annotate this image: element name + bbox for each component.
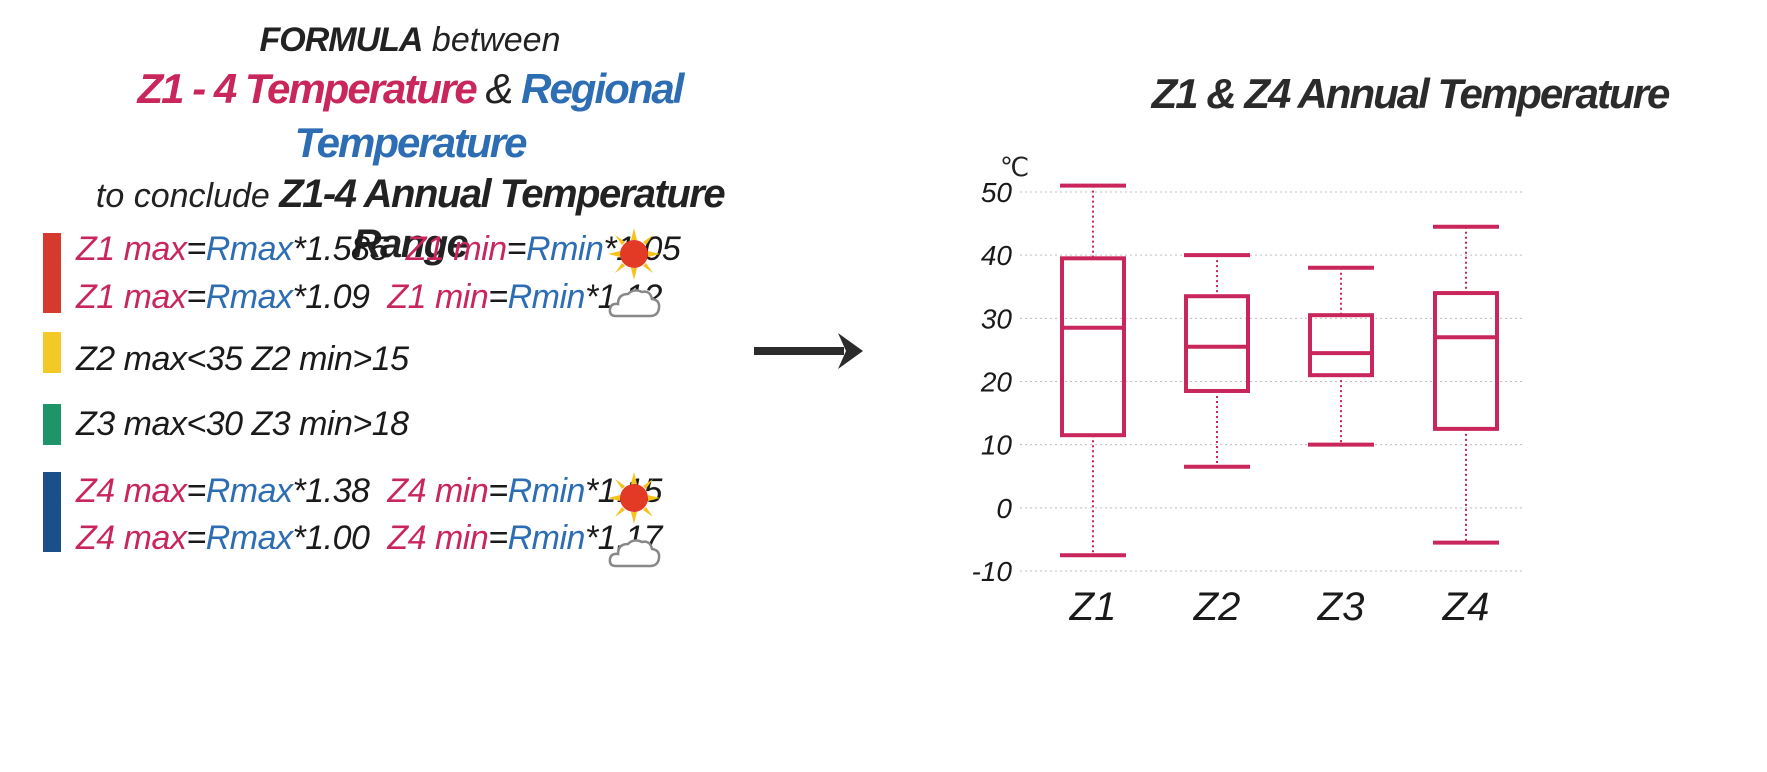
z3-formula: Z3 max<30 Z3 min>18 bbox=[76, 405, 409, 443]
z3-color-bar bbox=[43, 404, 61, 445]
y-tick-label: 30 bbox=[981, 303, 1013, 334]
x-tick-label: Z4 bbox=[1442, 585, 1490, 629]
title-line-3: to conclude Z1-4 Annual Temperature Rang… bbox=[95, 172, 726, 266]
cloud-icon bbox=[608, 289, 661, 318]
sun-icon bbox=[608, 472, 660, 524]
z1-formula-row-2: Z1 max=Rmax*1.09 Z1 min=Rmin*1.12 bbox=[76, 278, 662, 316]
title-line-1: FORMULA between bbox=[259, 21, 561, 59]
y-tick-label: 20 bbox=[980, 367, 1013, 398]
chart-title: Z1 & Z4 Annual Temperature bbox=[1151, 70, 1671, 117]
z4-formula-row-2: Z4 max=Rmax*1.00 Z4 min=Rmin*1.17 bbox=[76, 519, 662, 557]
y-tick-label: 40 bbox=[981, 240, 1013, 271]
x-tick-label: Z3 bbox=[1317, 585, 1365, 629]
arrow-right-icon bbox=[754, 333, 863, 369]
y-tick-label: 10 bbox=[981, 430, 1013, 461]
y-axis-unit: ℃ bbox=[1000, 152, 1029, 182]
y-tick-label: -10 bbox=[972, 556, 1013, 587]
z4-color-bar bbox=[43, 472, 61, 552]
box-z1 bbox=[1060, 256, 1126, 438]
sun-icon bbox=[608, 228, 660, 280]
z1-color-bar bbox=[43, 233, 61, 313]
y-tick-label: 50 bbox=[981, 177, 1013, 208]
y-tick-label: 0 bbox=[996, 493, 1012, 524]
cloud-icon bbox=[608, 539, 661, 568]
box-plot-chart: ℃ -10 0 10 20 30 40 50 Z1 Z2 Z3 Z4 bbox=[972, 152, 1525, 629]
formula-title: FORMULA between Z1 - 4 Temperature & Reg… bbox=[40, 18, 780, 270]
x-tick-label: Z1 bbox=[1069, 585, 1117, 629]
box-z3 bbox=[1308, 313, 1374, 378]
box-z2 bbox=[1184, 294, 1250, 393]
title-line-2: Z1 - 4 Temperature & Regional Temperatur… bbox=[137, 65, 685, 166]
z2-formula: Z2 max<35 Z2 min>15 bbox=[76, 340, 409, 378]
box-z4 bbox=[1433, 291, 1499, 431]
z2-color-bar bbox=[43, 332, 61, 373]
x-tick-label: Z2 bbox=[1193, 585, 1241, 629]
z1-formula-row-1: Z1 max=Rmax*1.585 Z1 min=Rmin*1.05 bbox=[76, 230, 681, 268]
z4-formula-row-1: Z4 max=Rmax*1.38 Z4 min=Rmin*1.15 bbox=[76, 472, 662, 510]
